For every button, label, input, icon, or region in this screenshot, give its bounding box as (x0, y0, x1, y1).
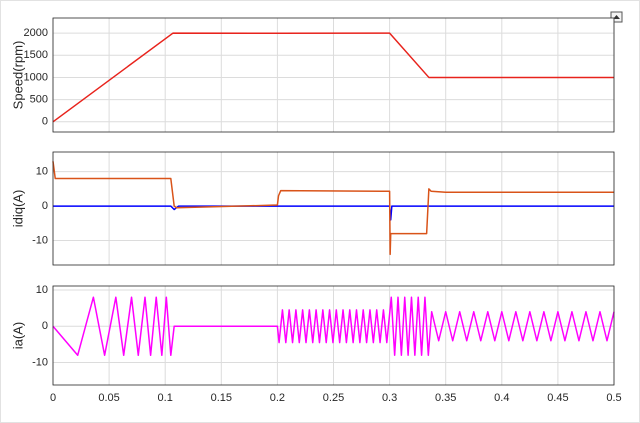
x-tick-label: 0.1 (158, 392, 173, 404)
icon-arrow[interactable] (613, 15, 620, 19)
y-axis-label: idiq(A) (10, 190, 25, 228)
y-tick-label: -10 (32, 234, 48, 246)
data-line (53, 205, 614, 221)
x-tick-label: 0.25 (323, 392, 344, 404)
y-tick-label: -10 (32, 356, 48, 368)
y-tick-label: 0 (42, 116, 48, 128)
undock-icon[interactable] (610, 11, 623, 23)
x-tick-label: 0.05 (98, 392, 119, 404)
plot-border (52, 151, 615, 266)
data-line (52, 32, 614, 123)
y-tick-label: 10 (36, 284, 48, 296)
x-tick-label: 0.2 (270, 392, 285, 404)
x-tick-label: 0.3 (382, 392, 397, 404)
y-axis-label: Speed(rpm) (10, 41, 25, 110)
x-tick-label: 0.15 (211, 392, 232, 404)
x-tick-label: 0.4 (494, 392, 509, 404)
y-tick-label: 2000 (24, 27, 48, 39)
x-tick-label: 0 (50, 392, 56, 404)
y-tick-label: 1500 (24, 49, 48, 61)
y-axis-label: ia(A) (10, 322, 25, 349)
y-tick-label: 0 (42, 320, 48, 332)
y-tick-label: 500 (30, 94, 48, 106)
x-tick-label: 0.5 (606, 392, 621, 404)
plot-border (52, 17, 615, 133)
y-tick-label: 1000 (24, 71, 48, 83)
y-tick-label: 10 (36, 166, 48, 178)
data-line (52, 161, 614, 256)
data-line (52, 296, 615, 357)
plot-border (52, 285, 615, 386)
x-tick-label: 0.35 (435, 392, 456, 404)
y-tick-label: 0 (42, 200, 48, 212)
x-tick-label: 0.45 (547, 392, 568, 404)
